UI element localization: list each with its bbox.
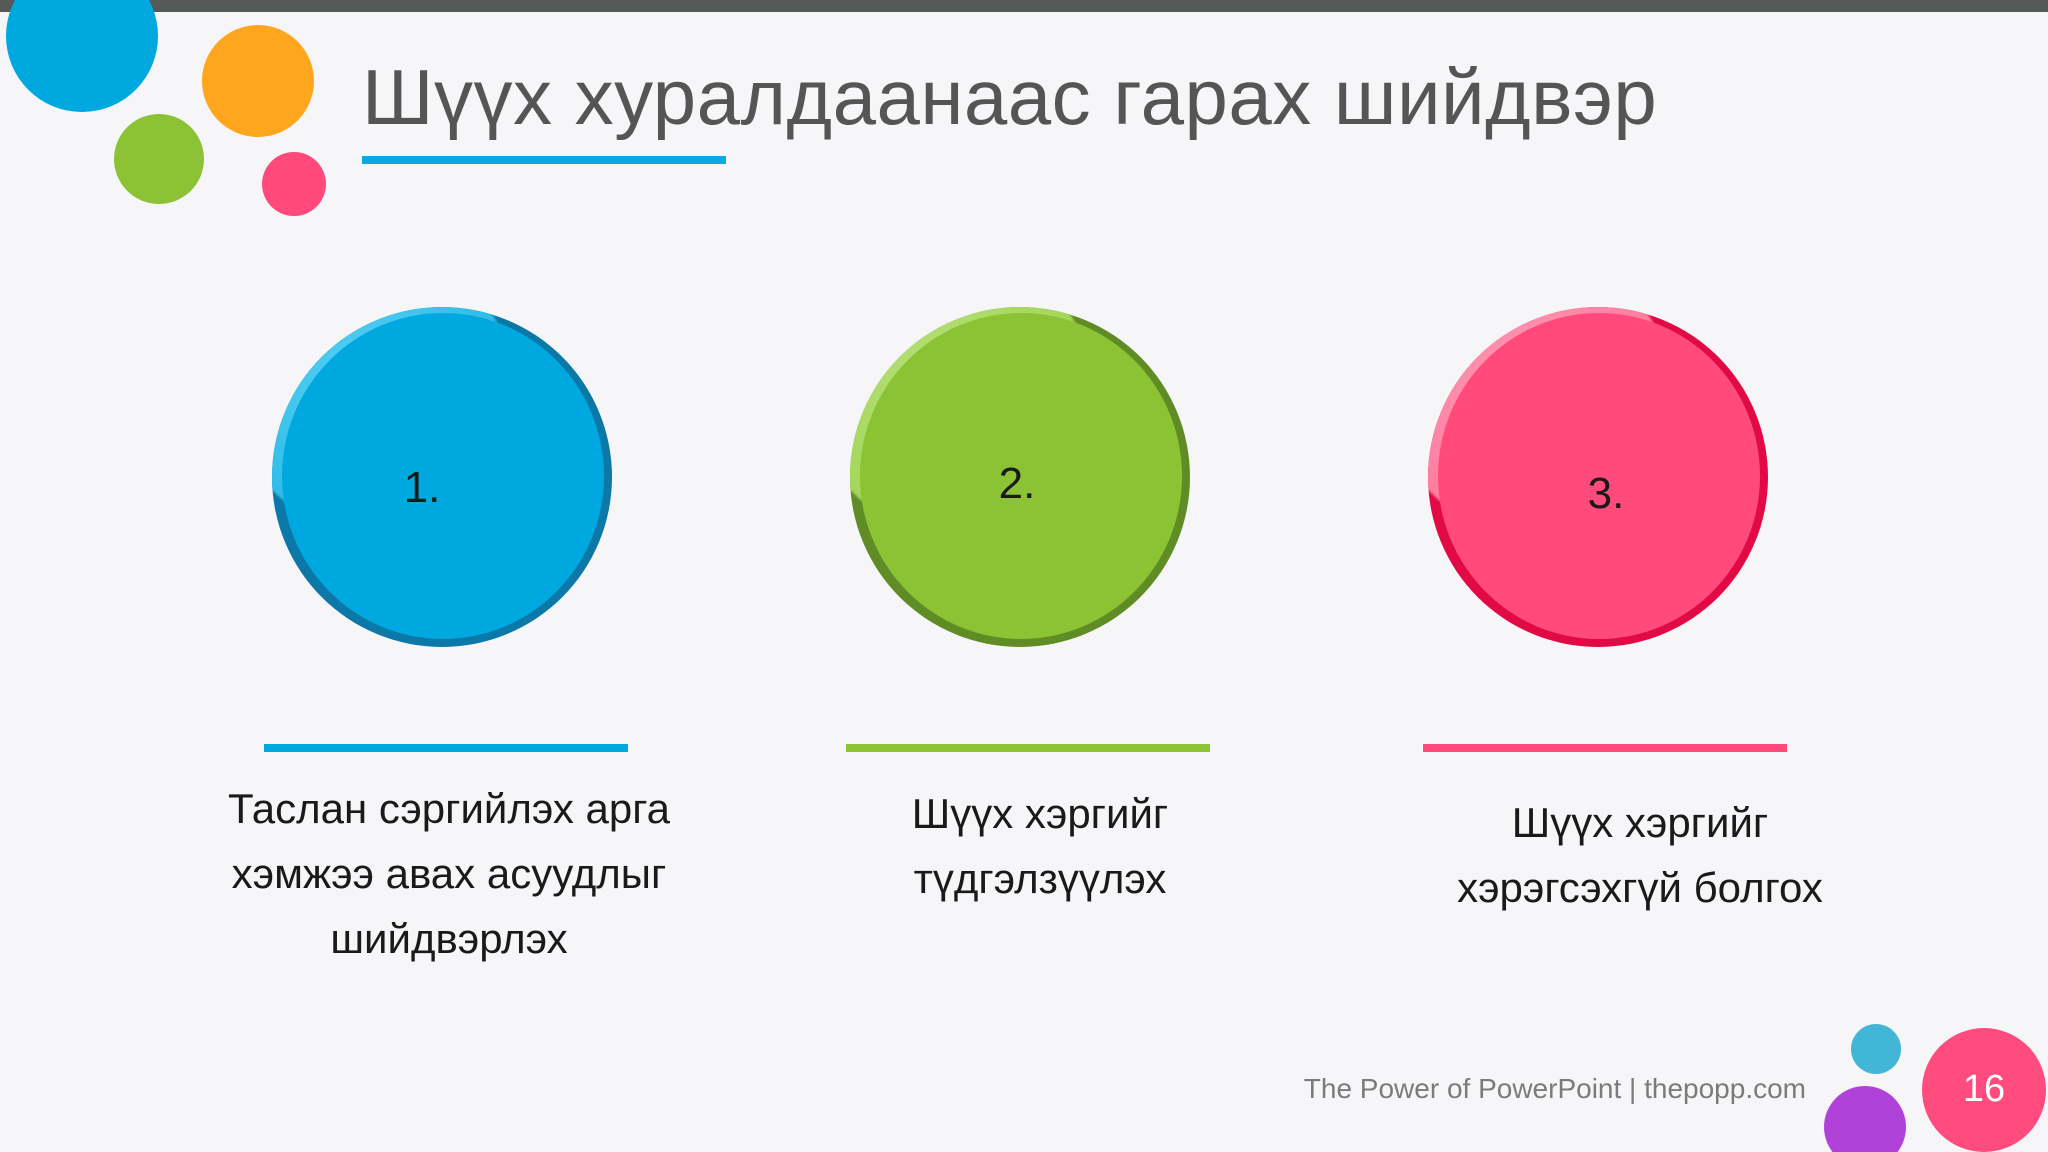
decor-dot-green bbox=[114, 114, 204, 204]
step-text-1-line-1: Таслан сэргийлэх арга bbox=[228, 785, 670, 832]
step-circle-2: 2. bbox=[850, 307, 1190, 647]
step-text-2-line-1: Шүүх хэргийг bbox=[911, 790, 1169, 837]
step-circle-1: 1. bbox=[272, 307, 612, 647]
footer-credit: The Power of PowerPoint | thepopp.com bbox=[1303, 1073, 1806, 1104]
step-circle-3: 3. bbox=[1428, 307, 1768, 647]
decor-dot-lightblue bbox=[1851, 1024, 1901, 1074]
step-text-1-line-2: хэмжээ авах асуудлыг bbox=[231, 850, 667, 897]
step-bar-3 bbox=[1423, 744, 1787, 752]
step-bar-2 bbox=[846, 744, 1210, 752]
step-text-3-line-2: хэрэгсэхгүй болгох bbox=[1457, 864, 1823, 911]
step-text-1-line-3: шийдвэрлэх bbox=[330, 915, 568, 962]
step-text-2: Шүүх хэргийг түдгэлзүүлэх bbox=[780, 781, 1300, 911]
slide-title: Шүүх хуралдаанаас гарах шийдвэр bbox=[362, 53, 1658, 141]
top-bar bbox=[0, 0, 2048, 12]
title-underline bbox=[362, 156, 726, 164]
step-number-3: 3. bbox=[1587, 469, 1625, 518]
step-text-1: Таслан сэргийлэх арга хэмжээ авах асуудл… bbox=[189, 776, 709, 971]
decor-dot-blue bbox=[6, 0, 158, 112]
decor-dot-purple bbox=[1824, 1086, 1906, 1152]
decor-dot-orange bbox=[202, 25, 314, 137]
step-number-1: 1. bbox=[403, 463, 441, 512]
step-text-2-line-2: түдгэлзүүлэх bbox=[913, 855, 1167, 902]
step-text-3: Шүүх хэргийг хэрэгсэхгүй болгох bbox=[1380, 790, 1900, 920]
step-bar-1 bbox=[264, 744, 628, 752]
step-text-3-line-1: Шүүх хэргийг bbox=[1511, 799, 1769, 846]
page-number-badge: 16 bbox=[1922, 1028, 2046, 1152]
decor-dot-pink bbox=[262, 152, 326, 216]
step-number-2: 2. bbox=[998, 459, 1036, 508]
